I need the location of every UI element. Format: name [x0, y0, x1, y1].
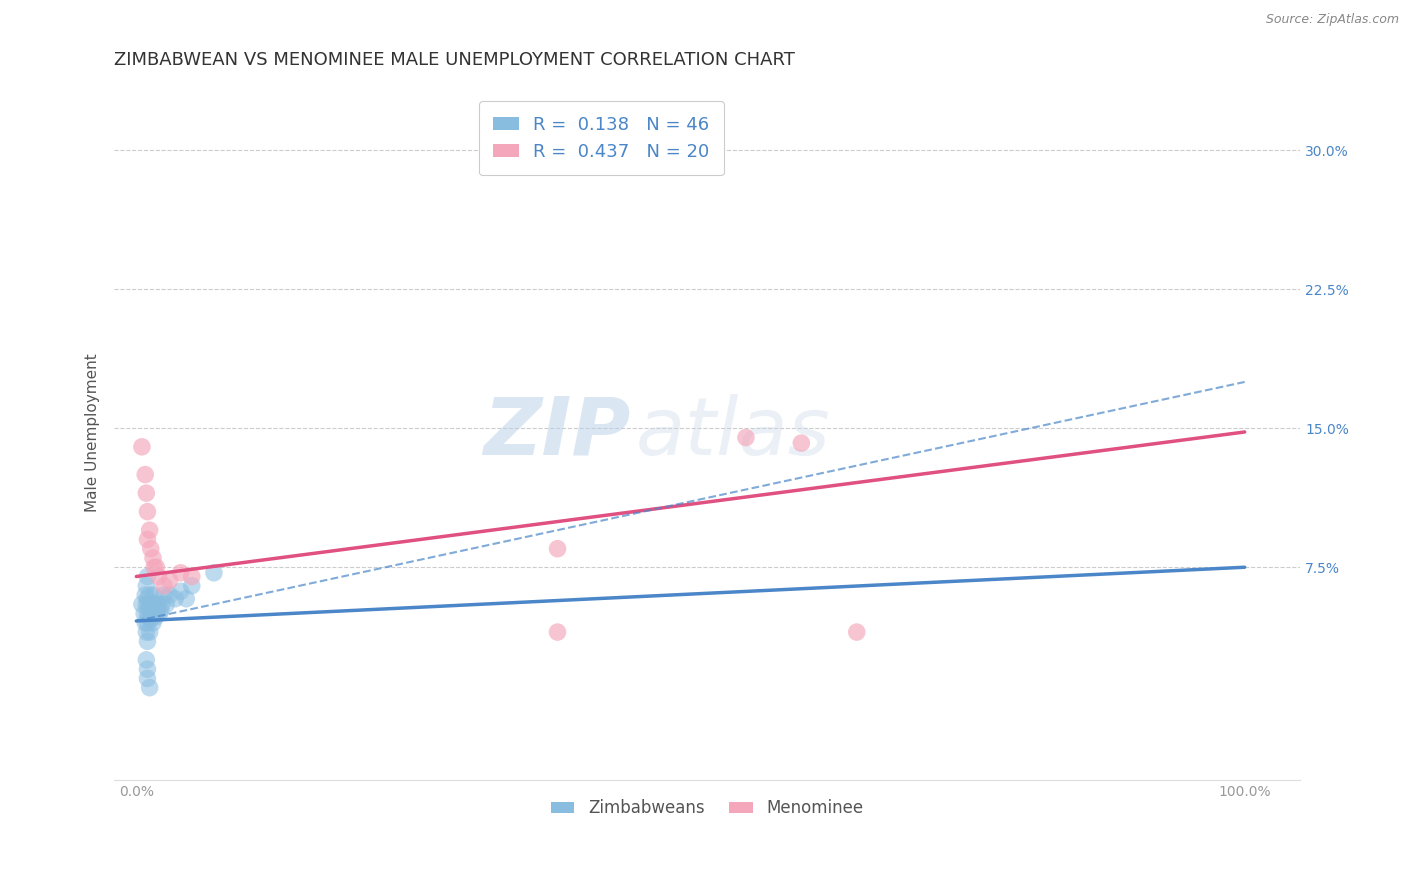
Point	[138, 523, 160, 537]
Point	[143, 588, 166, 602]
Point	[142, 607, 165, 621]
Text: atlas: atlas	[636, 394, 831, 472]
Point	[139, 541, 162, 556]
Point	[138, 603, 160, 617]
Point	[138, 588, 160, 602]
Point	[145, 560, 167, 574]
Point	[139, 597, 162, 611]
Point	[170, 566, 193, 580]
Point	[143, 560, 166, 574]
Point	[143, 603, 166, 617]
Point	[131, 440, 153, 454]
Point	[138, 681, 160, 695]
Point	[134, 615, 156, 630]
Point	[145, 597, 167, 611]
Point	[146, 603, 169, 617]
Point	[180, 569, 202, 583]
Point	[132, 607, 155, 621]
Point	[136, 569, 159, 583]
Point	[159, 573, 181, 587]
Point	[138, 625, 160, 640]
Point	[180, 579, 202, 593]
Point	[150, 597, 173, 611]
Point	[143, 610, 166, 624]
Point	[547, 541, 569, 556]
Point	[142, 551, 165, 566]
Point	[136, 607, 159, 621]
Point	[153, 588, 176, 602]
Point	[165, 591, 187, 606]
Point	[135, 597, 157, 611]
Point	[141, 610, 163, 624]
Point	[547, 625, 569, 640]
Point	[142, 615, 165, 630]
Point	[153, 579, 176, 593]
Point	[735, 431, 758, 445]
Point	[136, 672, 159, 686]
Point	[136, 634, 159, 648]
Point	[138, 610, 160, 624]
Legend: Zimbabweans, Menominee: Zimbabweans, Menominee	[544, 793, 870, 824]
Point	[149, 607, 172, 621]
Point	[155, 597, 177, 611]
Point	[174, 591, 197, 606]
Point	[149, 603, 172, 617]
Point	[159, 588, 181, 602]
Point	[135, 579, 157, 593]
Point	[135, 486, 157, 500]
Point	[145, 607, 167, 621]
Y-axis label: Male Unemployment: Male Unemployment	[86, 353, 100, 512]
Point	[134, 588, 156, 602]
Point	[790, 436, 813, 450]
Point	[136, 615, 159, 630]
Point	[170, 584, 193, 599]
Point	[134, 467, 156, 482]
Text: Source: ZipAtlas.com: Source: ZipAtlas.com	[1265, 13, 1399, 27]
Point	[139, 607, 162, 621]
Text: ZIMBABWEAN VS MENOMINEE MALE UNEMPLOYMENT CORRELATION CHART: ZIMBABWEAN VS MENOMINEE MALE UNEMPLOYMEN…	[114, 51, 794, 69]
Point	[148, 597, 170, 611]
Point	[135, 625, 157, 640]
Point	[138, 597, 160, 611]
Point	[136, 533, 159, 547]
Point	[131, 597, 153, 611]
Point	[136, 505, 159, 519]
Point	[136, 662, 159, 676]
Point	[135, 653, 157, 667]
Point	[202, 566, 225, 580]
Point	[136, 591, 159, 606]
Point	[845, 625, 868, 640]
Text: ZIP: ZIP	[482, 394, 630, 472]
Point	[142, 597, 165, 611]
Point	[148, 569, 170, 583]
Point	[141, 597, 163, 611]
